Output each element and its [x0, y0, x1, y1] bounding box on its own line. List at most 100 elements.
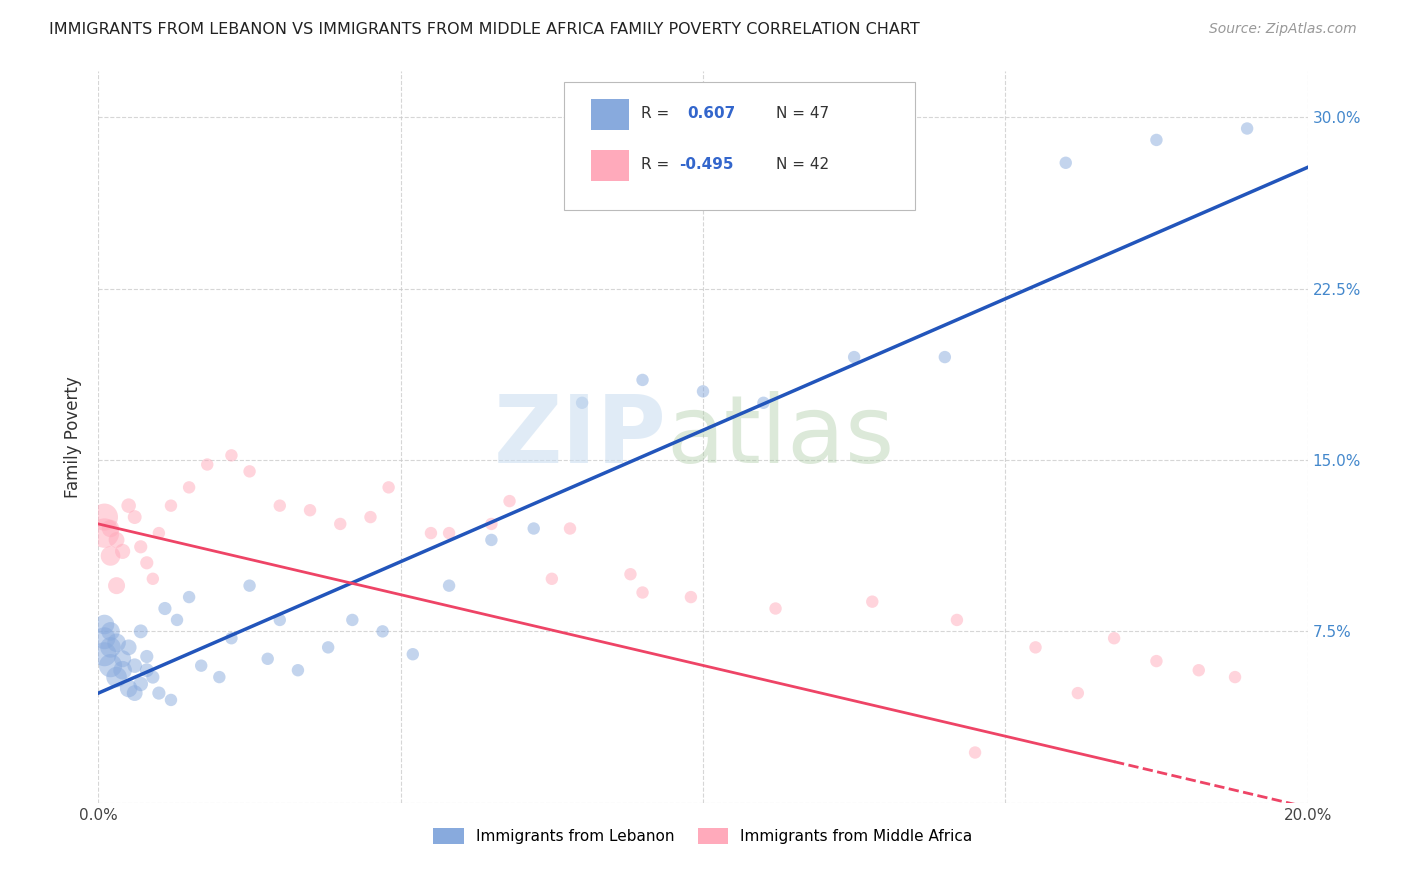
Point: [93, 632, 115, 646]
Point: [1236, 121, 1258, 136]
Text: 0.607: 0.607: [688, 106, 735, 121]
Point: [142, 572, 165, 586]
Point: [752, 396, 775, 410]
Point: [1223, 670, 1246, 684]
Point: [844, 350, 866, 364]
Point: [631, 373, 654, 387]
Point: [105, 670, 128, 684]
Point: [287, 663, 309, 677]
Point: [148, 526, 170, 541]
Point: [166, 613, 188, 627]
Text: N = 47: N = 47: [776, 106, 828, 121]
Text: atlas: atlas: [666, 391, 896, 483]
Point: [160, 693, 183, 707]
Point: [124, 658, 146, 673]
Point: [124, 510, 146, 524]
Point: [208, 670, 231, 684]
Point: [118, 640, 141, 655]
Point: [118, 681, 141, 696]
Point: [329, 516, 352, 531]
Point: [135, 556, 157, 570]
Point: [360, 510, 382, 524]
Bar: [591, 151, 630, 181]
Point: [100, 624, 122, 639]
Point: [1024, 640, 1046, 655]
Point: [299, 503, 322, 517]
Point: [420, 526, 443, 541]
Text: IMMIGRANTS FROM LEBANON VS IMMIGRANTS FROM MIDDLE AFRICA FAMILY POVERTY CORRELAT: IMMIGRANTS FROM LEBANON VS IMMIGRANTS FR…: [49, 22, 920, 37]
Point: [523, 521, 546, 535]
Point: [481, 533, 503, 547]
Point: [129, 677, 152, 691]
Point: [118, 499, 141, 513]
Point: [316, 640, 339, 655]
Point: [371, 624, 394, 639]
Point: [934, 350, 956, 364]
Point: [437, 579, 460, 593]
Point: [860, 595, 883, 609]
Point: [135, 663, 157, 677]
Point: [129, 624, 152, 639]
Legend: Immigrants from Lebanon, Immigrants from Middle Africa: Immigrants from Lebanon, Immigrants from…: [427, 822, 979, 850]
Point: [105, 579, 128, 593]
Point: [100, 658, 122, 673]
Point: [498, 494, 520, 508]
Point: [105, 533, 128, 547]
Point: [965, 746, 987, 760]
Text: R =: R =: [641, 106, 675, 121]
Point: [221, 449, 243, 463]
Point: [239, 464, 262, 478]
Point: [153, 601, 176, 615]
Text: ZIP: ZIP: [494, 391, 666, 483]
Point: [1144, 133, 1167, 147]
Point: [142, 670, 165, 684]
Point: [129, 540, 152, 554]
Text: Source: ZipAtlas.com: Source: ZipAtlas.com: [1209, 22, 1357, 37]
Point: [1144, 654, 1167, 668]
Point: [190, 658, 212, 673]
Point: [631, 585, 654, 599]
Point: [105, 636, 128, 650]
Point: [402, 647, 425, 661]
Point: [342, 613, 364, 627]
Point: [1067, 686, 1090, 700]
Point: [558, 521, 581, 535]
Point: [148, 686, 170, 700]
Point: [221, 632, 243, 646]
Point: [135, 649, 157, 664]
Text: N = 42: N = 42: [776, 158, 828, 172]
Point: [93, 617, 115, 632]
Point: [93, 526, 115, 541]
Point: [256, 652, 278, 666]
Point: [195, 458, 218, 472]
Point: [93, 647, 115, 661]
Point: [946, 613, 969, 627]
Point: [437, 526, 460, 541]
Point: [679, 590, 702, 604]
Bar: [591, 99, 630, 130]
Point: [481, 516, 503, 531]
Point: [179, 590, 201, 604]
Point: [93, 510, 115, 524]
Point: [619, 567, 641, 582]
Text: R =: R =: [641, 158, 675, 172]
FancyBboxPatch shape: [564, 82, 915, 211]
Point: [1054, 155, 1077, 169]
Point: [160, 499, 183, 513]
Point: [269, 613, 291, 627]
Point: [765, 601, 787, 615]
Point: [111, 663, 134, 677]
Point: [269, 499, 291, 513]
Point: [111, 544, 134, 558]
Point: [571, 396, 593, 410]
Point: [540, 572, 562, 586]
Point: [111, 652, 134, 666]
Point: [239, 579, 262, 593]
Point: [100, 640, 122, 655]
Point: [377, 480, 399, 494]
Point: [692, 384, 714, 399]
Point: [100, 521, 122, 535]
Point: [100, 549, 122, 563]
Text: -0.495: -0.495: [679, 158, 734, 172]
Point: [179, 480, 201, 494]
